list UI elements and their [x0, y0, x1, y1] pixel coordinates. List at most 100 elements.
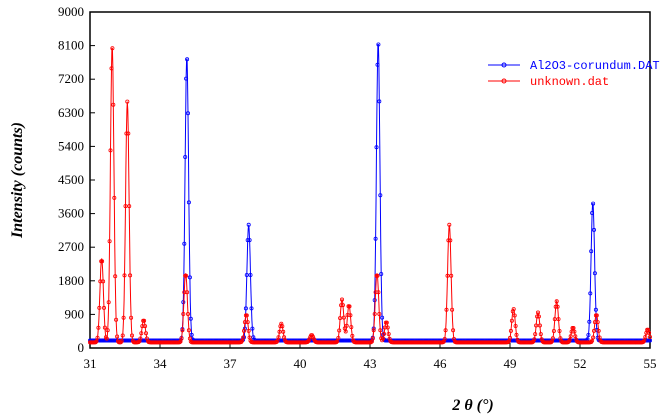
data-point — [515, 337, 520, 342]
data-point — [339, 303, 344, 308]
data-point — [591, 335, 596, 340]
data-point — [586, 332, 591, 337]
data-point — [244, 272, 249, 277]
data-point — [107, 239, 112, 244]
data-point — [381, 331, 386, 336]
data-point — [142, 318, 147, 323]
data-point — [647, 330, 652, 335]
data-point — [572, 329, 577, 334]
data-point — [185, 57, 190, 62]
data-point — [180, 328, 185, 333]
legend-label-unknown: unknown.dat — [530, 75, 609, 89]
data-point — [102, 325, 107, 330]
data-point — [532, 337, 537, 342]
data-point — [510, 309, 515, 314]
data-point — [552, 317, 557, 322]
data-point — [536, 314, 541, 319]
data-point — [450, 307, 455, 312]
x-tick-label: 34 — [154, 356, 168, 371]
y-tick-label: 6300 — [58, 105, 84, 120]
y-tick-label: 7200 — [58, 71, 84, 86]
data-point — [379, 336, 384, 341]
data-point — [594, 313, 599, 318]
data-point — [385, 325, 390, 330]
data-point — [249, 306, 254, 311]
data-point — [305, 339, 310, 344]
data-point — [340, 303, 345, 308]
x-tick-label: 37 — [224, 356, 238, 371]
data-point — [189, 332, 194, 337]
data-point — [513, 323, 518, 328]
data-point — [592, 227, 597, 232]
data-point — [184, 273, 189, 278]
data-point — [337, 328, 342, 333]
data-point — [138, 336, 143, 341]
data-point — [143, 331, 148, 336]
data-point — [115, 334, 120, 339]
data-point — [512, 313, 517, 318]
data-point — [374, 145, 379, 150]
data-point — [596, 328, 601, 333]
data-point — [114, 317, 119, 322]
data-point — [344, 323, 349, 328]
data-point — [643, 334, 648, 339]
data-point — [534, 323, 539, 328]
data-point — [185, 111, 190, 116]
data-point — [188, 316, 193, 321]
data-point — [113, 274, 118, 279]
data-point — [276, 335, 281, 340]
data-point — [378, 193, 383, 198]
data-point — [129, 315, 134, 320]
data-point — [336, 335, 341, 340]
data-point — [187, 275, 192, 280]
series-layer — [88, 42, 653, 345]
data-point — [555, 304, 560, 309]
data-point — [143, 324, 148, 329]
data-point — [126, 131, 131, 136]
data-point — [447, 222, 452, 227]
data-point — [556, 317, 561, 322]
data-point — [104, 336, 109, 341]
y-tick-label: 9000 — [58, 4, 84, 19]
data-point — [128, 273, 133, 278]
data-point — [573, 334, 578, 339]
data-point — [535, 314, 540, 319]
data-point — [179, 336, 184, 341]
data-point — [377, 99, 382, 104]
data-point — [250, 326, 255, 331]
data-point — [341, 315, 346, 320]
data-point — [182, 241, 187, 246]
x-axis: 31 34 37 40 43 46 49 52 55 — [84, 343, 657, 371]
data-point — [244, 313, 249, 318]
data-point — [592, 328, 597, 333]
data-point — [587, 319, 592, 324]
data-point — [386, 331, 391, 336]
y-tick-label: 5400 — [58, 138, 84, 153]
data-point — [373, 236, 378, 241]
data-point — [571, 325, 576, 330]
data-point — [136, 340, 141, 345]
data-point — [93, 340, 98, 345]
data-point — [100, 259, 105, 264]
data-point — [591, 201, 596, 206]
legend-marker-corundum — [501, 62, 507, 68]
x-axis-title: 2 θ (°) — [451, 397, 493, 414]
data-point — [119, 338, 124, 343]
data-point — [241, 335, 246, 340]
data-point — [105, 328, 110, 333]
data-point — [568, 334, 573, 339]
data-point — [108, 148, 113, 153]
data-point — [507, 335, 512, 340]
data-point — [508, 328, 513, 333]
data-point — [648, 334, 653, 339]
y-tick-label: 8100 — [58, 38, 84, 53]
data-point — [377, 311, 382, 316]
data-point — [539, 337, 544, 342]
data-point — [124, 131, 129, 136]
data-point — [109, 66, 114, 71]
y-tick-label: 0 — [78, 340, 85, 355]
x-tick-label: 40 — [294, 356, 307, 371]
data-point — [339, 297, 344, 302]
series-1 — [88, 46, 653, 345]
data-point — [538, 332, 543, 337]
